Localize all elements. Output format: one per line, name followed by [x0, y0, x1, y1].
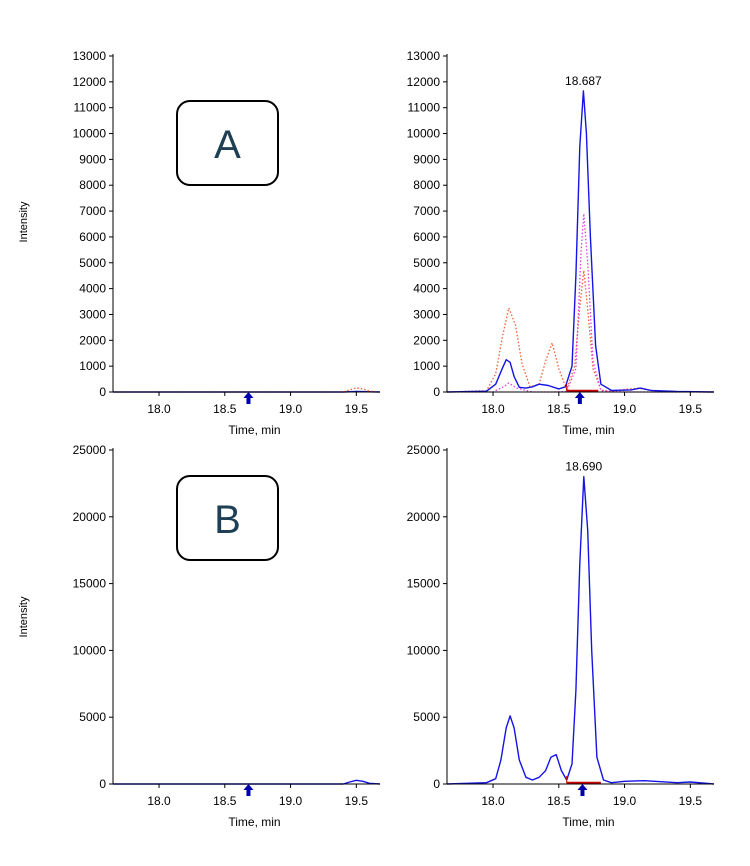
y-axis-title-top: Intensity	[18, 201, 30, 242]
series-line-blue-0	[446, 476, 715, 785]
chart-B-right: 0 5000 10000 15000 20000 25000 18.0 18.5 19.0 19.…	[407, 443, 715, 829]
panel-label-box-a: A	[176, 100, 279, 186]
x-tick-label: 18.5	[547, 402, 571, 416]
retention-marker-arrow-icon	[577, 784, 588, 796]
y-tick-label: 10000	[407, 127, 441, 141]
y-tick-label: 2000	[413, 333, 440, 347]
y-tick-label: 20000	[407, 510, 441, 524]
y-tick-label: 4000	[79, 282, 106, 296]
x-tick-label: 19.0	[279, 794, 303, 808]
y-tick-label: 5000	[413, 710, 440, 724]
y-tick-label: 0	[99, 777, 106, 791]
y-tick-label: 4000	[413, 282, 440, 296]
y-tick-label: 1000	[79, 359, 106, 373]
y-tick-label: 10000	[407, 643, 441, 657]
series-line-blue-2	[446, 90, 715, 393]
x-tick-label: 19.0	[613, 794, 637, 808]
y-tick-label: 5000	[79, 256, 106, 270]
panel-label-box-b: B	[176, 475, 279, 561]
y-tick-label: 11000	[74, 101, 107, 115]
y-tick-label: 5000	[79, 710, 106, 724]
x-tick-label: 18.0	[481, 402, 505, 416]
y-tick-label: 7000	[79, 204, 106, 218]
retention-marker-arrow-icon	[574, 392, 585, 404]
y-tick-label: 5000	[413, 256, 440, 270]
series-line-blue-0	[113, 779, 381, 785]
y-tick-label: 10000	[73, 127, 107, 141]
y-tick-label: 3000	[79, 307, 106, 321]
y-tick-label: 0	[433, 777, 440, 791]
x-tick-label: 19.5	[345, 402, 369, 416]
x-tick-label: 18.0	[481, 794, 505, 808]
y-tick-label: 0	[99, 385, 106, 399]
x-tick-label: 18.5	[547, 794, 571, 808]
y-tick-label: 6000	[79, 230, 106, 244]
y-tick-label: 15000	[407, 577, 441, 591]
chart-A-left: 0 1000 2000 3000 4000 5000 6000 7000 8000 9000 100…	[73, 49, 381, 437]
x-tick-label: 19.5	[345, 794, 369, 808]
peak-apex-label: 18.690	[565, 460, 602, 474]
y-tick-label: 10000	[73, 643, 107, 657]
x-tick-label: 19.5	[679, 402, 703, 416]
y-tick-label: 13000	[73, 49, 107, 63]
y-tick-label: 20000	[73, 510, 107, 524]
x-tick-label: 18.0	[147, 402, 171, 416]
chart-B-left: 0 5000 10000 15000 20000 25000 18.0 18.5 19.0 19.…	[73, 443, 381, 829]
x-tick-label: 18.5	[213, 402, 237, 416]
panel-label-b: B	[214, 498, 241, 542]
retention-marker-arrow-icon	[243, 784, 254, 796]
y-tick-label: 8000	[79, 178, 106, 192]
y-tick-label: 9000	[413, 152, 440, 166]
x-tick-label: 19.0	[279, 402, 303, 416]
chart-A-right: 0 1000 2000 3000 4000 5000 6000 7000 8000 9000 100…	[407, 49, 715, 437]
y-tick-label: 15000	[73, 577, 107, 591]
y-tick-label: 1000	[413, 359, 440, 373]
y-tick-label: 0	[433, 385, 440, 399]
y-axis-title-bottom: Intensity	[18, 596, 30, 637]
y-tick-label: 6000	[413, 230, 440, 244]
peak-apex-label: 18.687	[565, 74, 602, 88]
y-tick-label: 8000	[413, 178, 440, 192]
x-tick-label: 18.5	[213, 794, 237, 808]
y-tick-label: 25000	[407, 443, 441, 457]
retention-marker-arrow-icon	[243, 392, 254, 404]
y-tick-label: 12000	[73, 75, 107, 89]
y-tick-label: 12000	[407, 75, 441, 89]
x-axis-title: Time, min	[228, 423, 280, 437]
x-tick-label: 19.0	[613, 402, 637, 416]
x-axis-title: Time, min	[562, 423, 614, 437]
series-line-magenta-1	[447, 213, 714, 393]
y-tick-label: 3000	[413, 307, 440, 321]
x-tick-label: 18.0	[147, 794, 171, 808]
y-tick-label: 2000	[79, 333, 106, 347]
y-tick-label: 13000	[407, 49, 441, 63]
y-tick-label: 11000	[408, 101, 441, 115]
x-tick-label: 19.5	[679, 794, 703, 808]
series-line-orange-0	[446, 269, 715, 393]
y-tick-label: 7000	[413, 204, 440, 218]
y-tick-label: 25000	[73, 443, 107, 457]
x-axis-title: Time, min	[562, 815, 614, 829]
panel-label-a: A	[214, 123, 241, 167]
y-tick-label: 9000	[79, 152, 106, 166]
x-axis-title: Time, min	[228, 815, 280, 829]
